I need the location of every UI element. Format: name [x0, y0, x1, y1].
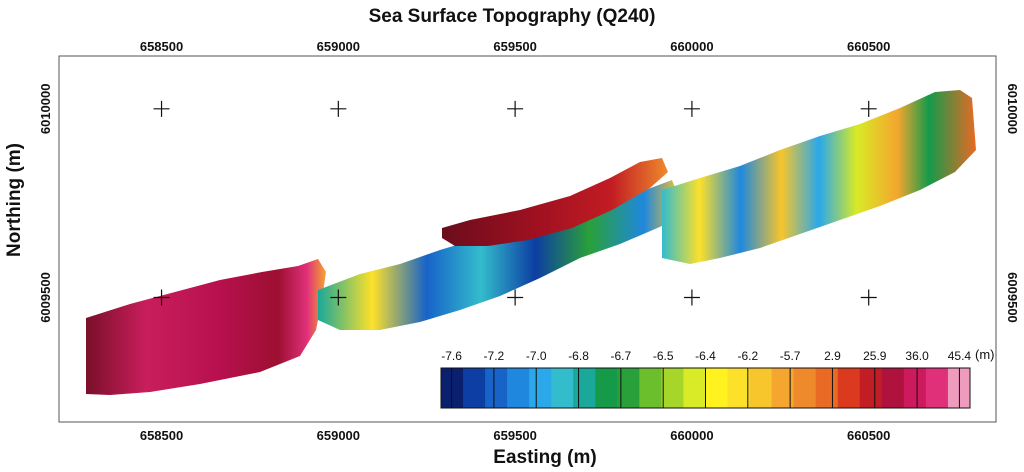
- x-tick-label-top: 660000: [670, 39, 713, 54]
- legend-swatch: [793, 368, 817, 408]
- y-axis-title: Northing (m): [4, 143, 25, 257]
- y-tick-label-right: 6009500: [1005, 272, 1020, 323]
- legend-swatch: [639, 368, 662, 408]
- legend-label: -6.5: [653, 349, 674, 363]
- survey-swath: [86, 90, 976, 395]
- legend-label: -6.4: [695, 349, 716, 363]
- legend-labels: -7.6 -7.2 -7.0 -6.8 -6.7 -6.5 -6.4 -6.2 -5.7 2.9 2…: [441, 349, 971, 363]
- x-tick-label-bottom: 660000: [670, 428, 713, 443]
- legend-label: -7.6: [441, 349, 462, 363]
- legend-swatch: [595, 368, 618, 408]
- grid-crosses: [153, 100, 877, 306]
- x-tick-label-bottom: 658500: [140, 428, 183, 443]
- zone-central-ridge: [442, 158, 668, 246]
- grid-cross: [860, 289, 877, 306]
- legend-swatch: [771, 368, 795, 408]
- legend-swatch: [859, 368, 883, 408]
- legend-swatch: [529, 368, 552, 408]
- legend-swatch: [727, 368, 751, 408]
- x-tick-label-top: 660500: [847, 39, 890, 54]
- legend-swatch: [903, 368, 927, 408]
- legend-label: 45.4: [948, 349, 972, 363]
- color-legend: -7.6 -7.2 -7.0 -6.8 -6.7 -6.5 -6.4 -6.2 -5.7 2.9 2…: [440, 347, 995, 409]
- zone-east-flank: [662, 90, 976, 264]
- legend-label: -7.0: [526, 349, 547, 363]
- grid-cross: [507, 289, 524, 306]
- legend-swatch: [573, 368, 596, 408]
- legend-unit: (m): [975, 347, 995, 362]
- legend-swatch: [749, 368, 773, 408]
- x-tick-label-top: 658500: [140, 39, 183, 54]
- legend-swatches: [441, 368, 971, 408]
- right-tick-labels: 6010000 6009500: [1005, 84, 1020, 323]
- legend-swatch: [881, 368, 905, 408]
- y-tick-label-left: 6010000: [38, 84, 53, 135]
- grid-cross: [330, 100, 347, 117]
- left-tick-labels: 6010000 6009500: [38, 84, 53, 323]
- top-tick-labels: 658500 659000 659500 660000 660500: [140, 39, 891, 54]
- zone-west-high: [86, 259, 326, 395]
- legend-swatch: [441, 368, 464, 408]
- legend-swatch: [507, 368, 530, 408]
- bottom-tick-labels: 658500 659000 659500 660000 660500: [140, 428, 891, 443]
- legend-swatch: [617, 368, 640, 408]
- legend-swatch: [683, 368, 706, 408]
- legend-swatch: [551, 368, 574, 408]
- legend-swatch: [815, 368, 839, 408]
- legend-swatch: [925, 368, 949, 408]
- legend-label: -6.2: [737, 349, 758, 363]
- legend-label: 2.9: [824, 349, 841, 363]
- grid-cross: [153, 100, 170, 117]
- legend-label: -5.7: [780, 349, 801, 363]
- legend-label: 36.0: [905, 349, 929, 363]
- x-tick-label-top: 659500: [493, 39, 536, 54]
- x-tick-label-bottom: 660500: [847, 428, 890, 443]
- grid-cross: [683, 289, 700, 306]
- legend-swatch: [463, 368, 486, 408]
- legend-label: -7.2: [484, 349, 505, 363]
- legend-swatch: [837, 368, 861, 408]
- grid-cross: [860, 100, 877, 117]
- x-tick-label-top: 659000: [317, 39, 360, 54]
- legend-label: -6.8: [568, 349, 589, 363]
- x-tick-label-bottom: 659500: [493, 428, 536, 443]
- grid-cross: [683, 100, 700, 117]
- legend-swatch: [705, 368, 729, 408]
- grid-cross: [153, 289, 170, 306]
- chart-title: Sea Surface Topography (Q240): [369, 6, 656, 27]
- legend-swatch: [485, 368, 508, 408]
- legend-label: 25.9: [863, 349, 887, 363]
- x-axis-title: Easting (m): [493, 447, 596, 468]
- y-tick-label-right: 6010000: [1005, 84, 1020, 135]
- grid-cross: [507, 100, 524, 117]
- legend-label: -6.7: [611, 349, 632, 363]
- legend-frame: [440, 367, 971, 409]
- y-tick-label-left: 6009500: [38, 272, 53, 323]
- legend-swatch: [661, 368, 684, 408]
- x-tick-label-bottom: 659000: [317, 428, 360, 443]
- grid-cross: [330, 289, 347, 306]
